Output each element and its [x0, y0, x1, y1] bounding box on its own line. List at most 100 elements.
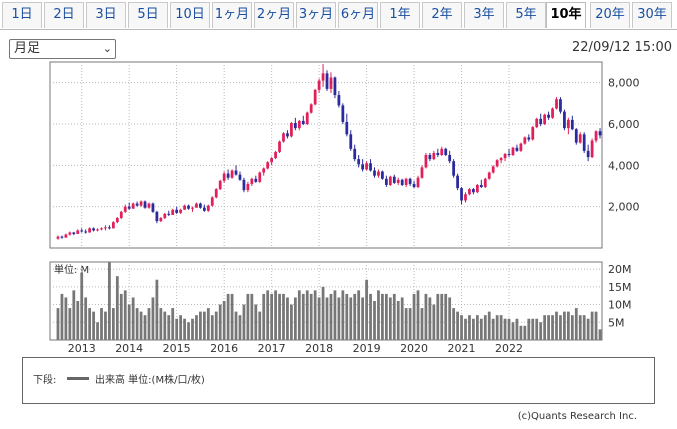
year-tick-label: 2014: [115, 342, 143, 355]
tab-16[interactable]: 30年: [632, 2, 672, 28]
tab-5[interactable]: 10日: [170, 2, 210, 28]
volume-bar: [412, 293, 416, 340]
volume-bar: [60, 293, 64, 340]
volume-bar: [432, 304, 436, 340]
candle-body: [432, 152, 436, 160]
candle-body: [511, 147, 515, 155]
legend-label: 下段:: [33, 375, 57, 386]
price-tick-label: 2,000: [608, 201, 640, 214]
volume-bar: [210, 315, 214, 340]
tab-13[interactable]: 5年: [506, 2, 546, 28]
candle-body: [468, 189, 471, 195]
tab-10[interactable]: 1年: [380, 2, 420, 28]
volume-bar: [297, 290, 301, 340]
volume-bar: [282, 293, 285, 340]
candle-body: [159, 218, 163, 222]
candle-body: [127, 206, 131, 209]
volume-bar: [143, 315, 147, 340]
volume-bar: [305, 290, 309, 340]
volume-bar: [108, 262, 111, 340]
volume-bar: [574, 308, 578, 340]
tab-4[interactable]: 5日: [128, 2, 168, 28]
volume-bar: [199, 311, 202, 340]
volume-bar: [570, 315, 574, 340]
tab-6[interactable]: 1ヶ月: [212, 2, 252, 28]
volume-bar: [179, 315, 183, 340]
candle-body: [206, 205, 210, 211]
tab-15[interactable]: 20年: [590, 2, 630, 28]
volume-bar: [444, 293, 448, 340]
candle-body: [555, 99, 558, 109]
volume-bar: [187, 322, 190, 340]
volume-bar: [266, 290, 270, 340]
candle-period-select[interactable]: 月足 ⌄: [9, 39, 116, 59]
tab-12[interactable]: 3年: [464, 2, 504, 28]
candle-body: [416, 177, 420, 188]
volume-bar: [460, 315, 463, 340]
candle-body: [155, 211, 159, 222]
volume-bar: [487, 311, 491, 340]
candle-body: [238, 174, 242, 180]
volume-bar: [290, 304, 293, 340]
candle-body: [479, 184, 483, 188]
candle-body: [104, 227, 107, 229]
year-tick-label: 2020: [400, 342, 428, 355]
volume-bar: [373, 301, 376, 340]
tab-8[interactable]: 3ヶ月: [296, 2, 336, 28]
volume-bar: [171, 308, 175, 340]
volume-bar: [68, 308, 72, 340]
volume-bar: [428, 297, 432, 340]
volume-bar: [527, 318, 531, 340]
tab-14[interactable]: 10年: [546, 2, 586, 28]
volume-bar: [472, 318, 475, 340]
candle-body: [167, 213, 171, 215]
volume-bar: [262, 293, 266, 340]
volume-bar: [270, 293, 274, 340]
volume-bar: [325, 297, 329, 340]
volume-bar: [313, 290, 317, 340]
tab-2[interactable]: 2日: [44, 2, 84, 28]
candle-body: [242, 179, 246, 191]
tab-7[interactable]: 2ヶ月: [254, 2, 294, 28]
candle-body: [191, 207, 194, 209]
volume-bar: [88, 308, 92, 340]
legend-text: 出来高 単位:(M株/口/枚): [95, 375, 205, 386]
tab-1[interactable]: 1日: [2, 2, 42, 28]
volume-bar: [468, 315, 471, 340]
candle-body: [329, 77, 333, 89]
price-panel-frame: [49, 61, 603, 249]
candle-body: [76, 230, 80, 234]
volume-bar: [448, 297, 452, 340]
volume-bar: [491, 318, 495, 340]
volume-bar: [218, 304, 222, 340]
volume-bar: [155, 279, 159, 340]
candle-body: [309, 104, 313, 113]
volume-bar: [84, 297, 88, 340]
candle-body: [282, 133, 285, 142]
year-tick-label: 2013: [68, 342, 96, 355]
year-tick-label: 2015: [163, 342, 191, 355]
tab-3[interactable]: 3日: [86, 2, 126, 28]
candle-body: [266, 162, 270, 169]
volume-bar: [234, 311, 238, 340]
volume-bar: [559, 315, 562, 340]
candle-body: [574, 129, 578, 143]
legend-volume-swatch: [67, 377, 89, 380]
candle-body: [195, 203, 198, 208]
candle-body: [396, 179, 400, 183]
volume-bar: [578, 315, 582, 340]
candle-body: [357, 159, 361, 165]
tab-11[interactable]: 2年: [422, 2, 462, 28]
volume-bar: [519, 325, 523, 340]
candle-body: [369, 163, 372, 171]
candle-period-value: 月足: [14, 41, 41, 56]
volume-bar: [286, 297, 289, 340]
candle-body: [147, 203, 151, 208]
candle-body: [171, 209, 175, 215]
candle-body: [123, 206, 127, 212]
candle-body: [210, 197, 214, 206]
candle-body: [349, 134, 353, 149]
candle-body: [582, 134, 586, 151]
year-tick-label: 2016: [210, 342, 238, 355]
tab-9[interactable]: 6ヶ月: [338, 2, 378, 28]
